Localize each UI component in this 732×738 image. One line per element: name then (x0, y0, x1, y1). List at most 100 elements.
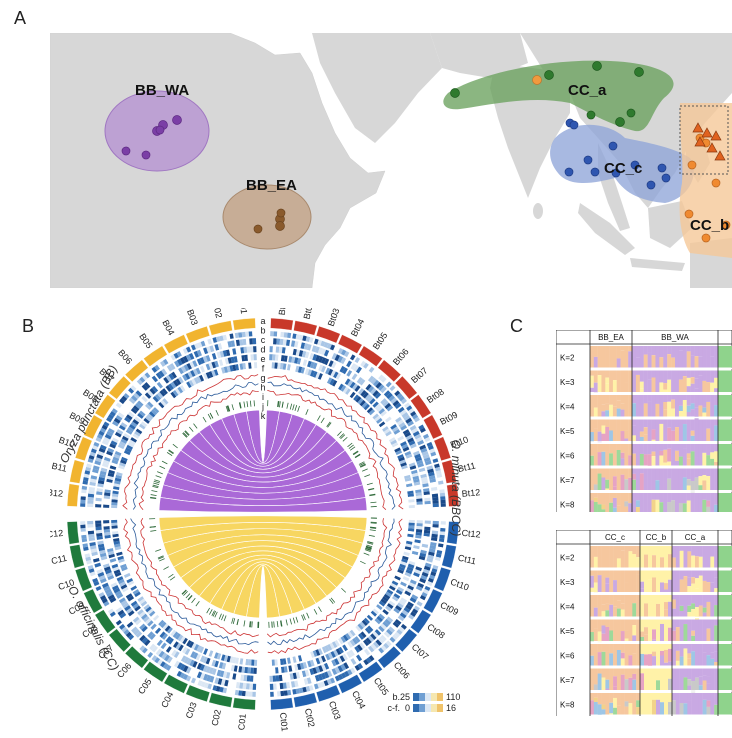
structure-bb-ancestry-bar (621, 346, 625, 351)
heatmap-cell (275, 667, 279, 673)
heatmap-cell (440, 496, 445, 500)
chromosome-label: B12 (50, 487, 64, 499)
structure-cc-ancestry-bar (648, 693, 652, 715)
heatmap-cell (409, 505, 415, 508)
structure-cc-ancestry-bar (605, 595, 609, 604)
structure-bb-ancestry-bar (679, 380, 683, 392)
structure-cc-ancestry-bar (590, 700, 594, 714)
heatmap-cell (432, 497, 438, 501)
tick-mark (160, 466, 165, 469)
structure-bb-ancestry-bar (594, 395, 598, 408)
structure-bb-ancestry-bar (594, 444, 598, 466)
structure-cc-ancestry-bar (621, 571, 625, 593)
structure-cc-ancestry-bar (605, 571, 609, 578)
heatmap-cell (103, 526, 109, 530)
heatmap-cell (251, 660, 254, 666)
structure-bb-ancestry-bar (609, 371, 613, 393)
heatmap-cell (425, 521, 431, 524)
structure-cc-ancestry-bar (703, 571, 707, 581)
structure-cc-ancestry-bar (695, 693, 699, 715)
structure-cc-ancestry-bar (617, 644, 621, 650)
structure-bb-ancestry-bar (652, 440, 656, 441)
structure-bb-ancestry-bar (632, 435, 636, 441)
structure-cc-ancestry-bar (602, 669, 606, 678)
heatmap-cell (250, 668, 253, 674)
structure-cc-ancestry-bar (684, 595, 688, 600)
structure-bb-ancestry-bar (594, 484, 598, 490)
heatmap-cell (81, 489, 86, 493)
structure-bb-ancestry-bar (687, 469, 691, 480)
structure-bb-ancestry-bar (652, 395, 656, 417)
structure-bb-ancestry-bar (624, 346, 628, 368)
structure-bb-ancestry-bar (667, 449, 671, 462)
structure-bb-ancestry-bar (640, 382, 644, 389)
structure-cc-ancestry-bar (714, 669, 718, 691)
structure-bb-ancestry-bar (609, 413, 613, 417)
structure-bb-ancestry-bar (644, 427, 648, 434)
structure-bb-ancestry-bar (710, 346, 714, 357)
structure-bb-ancestry-bar (594, 493, 598, 498)
structure-bb-ancestry-bar (687, 501, 691, 512)
structure-bb-ancestry-bar (621, 403, 625, 409)
structure-cc-ancestry-bar (710, 644, 714, 652)
tick-mark (337, 431, 341, 435)
structure-cc-ancestry-bar (707, 683, 711, 690)
structure-bb-ancestry-bar (695, 395, 699, 407)
structure-bb-ancestry-bar (605, 469, 609, 480)
heatmap-cell (111, 523, 117, 526)
structure-bb-ancestry-bar (636, 469, 640, 491)
heatmap-cell (245, 691, 249, 696)
chromosome-block (270, 698, 293, 710)
structure-cc-ancestry-bar (668, 644, 672, 649)
structure-bb-ancestry-bar (644, 420, 648, 428)
tick-mark (247, 401, 248, 407)
structure-cc-ancestry-bar (660, 620, 664, 624)
structure-bb-outgroup-block (718, 444, 732, 466)
structure-cc-ancestry-bar (710, 669, 714, 691)
structure-bb-ancestry-bar (714, 493, 718, 505)
structure-bb-ancestry-bar (714, 451, 718, 462)
structure-bb-ancestry-bar (652, 500, 656, 512)
structure-cc-ancestry-bar (605, 693, 609, 715)
structure-bb-ancestry-bar (621, 395, 625, 403)
structure-bb-ancestry-bar (590, 388, 594, 392)
structure-bb-ancestry-bar (706, 429, 710, 441)
structure-cc-ancestry-bar (644, 634, 648, 641)
structure-cc-ancestry-bar (714, 571, 718, 578)
structure-bb-ancestry-bar (598, 493, 602, 504)
heatmap-cell (248, 362, 251, 368)
structure-cc-ancestry-bar (621, 610, 625, 617)
structure-cc-ancestry-bar (672, 620, 676, 631)
structure-bb-ancestry-bar (598, 444, 602, 452)
chromosome-block (233, 318, 256, 330)
structure-bb-ancestry-bar (683, 346, 687, 368)
structure-bb-ancestry-bar (710, 444, 714, 452)
structure-bb-group-label: BB_WA (661, 333, 689, 342)
chromosome-block (442, 545, 457, 569)
structure-cc-ancestry-bar (687, 679, 691, 685)
structure-cc-ancestry-bar (617, 571, 621, 593)
structure-cc-ancestry-bar (710, 583, 714, 592)
structure-cc-ancestry-bar (695, 578, 699, 589)
structure-bb-ancestry-bar (632, 346, 636, 354)
structure-bb-ancestry-bar (636, 395, 640, 417)
structure-cc-ancestry-bar (632, 674, 636, 680)
structure-cc-ancestry-bar (628, 546, 632, 551)
heatmap-cell (432, 500, 438, 504)
structure-cc-ancestry-bar (590, 656, 594, 666)
chromosome-block (209, 321, 233, 336)
structure-cc-ancestry-bar (691, 546, 695, 556)
structure-cc-ancestry-bar (660, 669, 664, 691)
structure-cc-ancestry-bar (664, 644, 668, 650)
structure-cc-ancestry-bar (710, 659, 714, 666)
structure-cc-ancestry-bar (617, 706, 621, 715)
tick-mark (209, 609, 212, 614)
heatmap-cell (277, 332, 281, 337)
structure-bb-ancestry-bar (617, 493, 621, 506)
structure-cc-ancestry-bar (652, 629, 656, 639)
tick-mark (188, 596, 192, 601)
structure-cc-ancestry-bar (691, 693, 695, 715)
structure-bb-ancestry-bar (659, 502, 663, 512)
structure-bb-ancestry-bar (663, 371, 667, 384)
chromosome-block (294, 321, 318, 336)
